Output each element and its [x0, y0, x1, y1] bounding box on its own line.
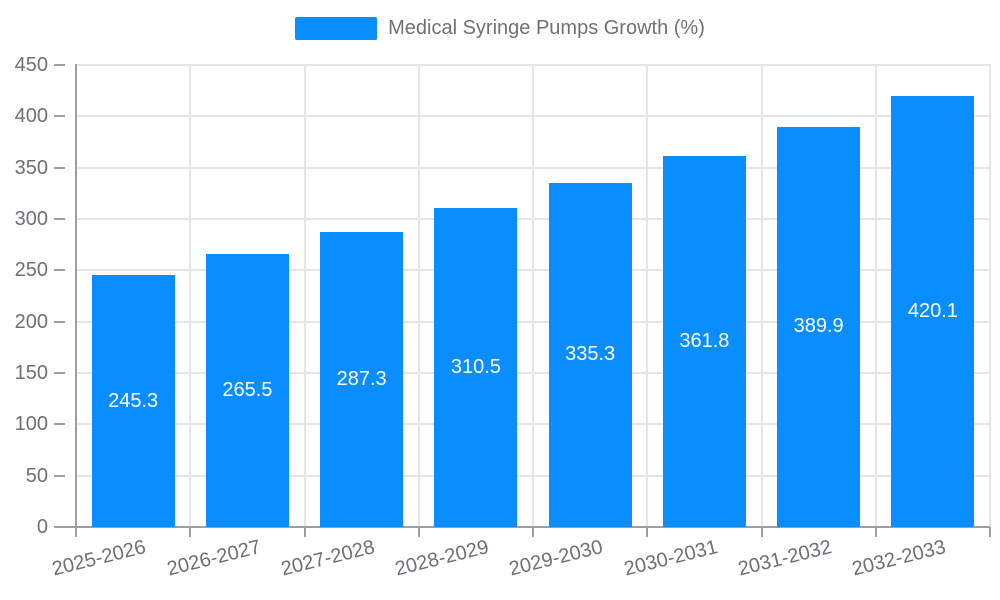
y-tick-label: 0	[36, 516, 48, 538]
x-axis-tick	[532, 527, 534, 537]
gridline-vertical	[189, 64, 192, 527]
y-axis-tick	[54, 166, 65, 169]
x-tick-label: 2031-2032	[735, 536, 834, 581]
x-axis-tick	[989, 527, 991, 537]
x-axis-tick	[646, 527, 649, 537]
bar-2025-2026[interactable]: 245.3	[91, 275, 175, 527]
x-axis-line	[54, 526, 990, 528]
bar-value-label: 335.3	[565, 343, 616, 366]
y-axis-tick	[54, 423, 65, 426]
y-axis-tick	[54, 218, 65, 220]
x-axis-tick	[417, 527, 420, 537]
x-axis-tick	[874, 527, 877, 537]
bar-2030-2031[interactable]: 361.8	[662, 155, 746, 527]
y-tick-label: 300	[14, 208, 48, 230]
legend[interactable]: Medical Syringe Pumps Growth (%)	[0, 17, 1000, 40]
y-axis-tick	[54, 320, 65, 323]
bar-2031-2032[interactable]: 389.9	[777, 126, 861, 527]
bar-value-label: 361.8	[679, 329, 730, 352]
x-tick-label: 2025-2026	[50, 536, 149, 581]
y-tick-label: 250	[14, 259, 48, 282]
bar-value-label: 265.5	[222, 379, 273, 402]
legend-swatch-icon	[295, 17, 378, 40]
x-tick-label: 2026-2027	[164, 536, 263, 581]
gridline-vertical	[874, 64, 877, 527]
bar-value-label: 389.9	[793, 315, 844, 338]
y-axis-tick	[54, 115, 65, 118]
x-tick-label: 2029-2030	[507, 536, 606, 581]
y-axis-line	[75, 64, 77, 537]
y-tick-label: 350	[14, 156, 48, 179]
y-axis-tick	[54, 64, 65, 66]
x-axis-tick	[189, 527, 192, 537]
gridline-vertical	[417, 64, 420, 527]
gridline-vertical	[989, 64, 991, 527]
legend-label: Medical Syringe Pumps Growth (%)	[388, 17, 705, 39]
bar-value-label: 420.1	[907, 299, 958, 322]
y-tick-label: 450	[14, 54, 48, 76]
x-tick-label: 2028-2029	[393, 536, 492, 581]
x-axis-tick	[303, 527, 306, 537]
y-tick-label: 100	[14, 413, 48, 436]
y-axis-tick	[54, 474, 65, 477]
bar-2026-2027[interactable]: 265.5	[205, 254, 289, 527]
bar-value-label: 310.5	[450, 356, 501, 379]
bar-2027-2028[interactable]: 287.3	[320, 232, 404, 527]
gridline-vertical	[646, 64, 649, 527]
bar-value-label: 245.3	[108, 389, 159, 412]
gridline-vertical	[303, 64, 306, 527]
y-tick-label: 50	[25, 464, 48, 487]
bar-value-label: 287.3	[336, 368, 387, 390]
y-tick-label: 200	[14, 310, 48, 333]
y-tick-label: 400	[14, 105, 48, 128]
bar-2028-2029[interactable]: 310.5	[434, 208, 518, 527]
gridline-vertical	[532, 64, 534, 527]
y-tick-label: 150	[14, 362, 48, 384]
x-tick-label: 2027-2028	[278, 536, 377, 581]
bar-2032-2033[interactable]: 420.1	[891, 95, 975, 527]
y-axis-tick	[54, 372, 65, 374]
x-axis-tick	[760, 527, 763, 537]
y-axis-tick	[54, 269, 65, 272]
x-tick-label: 2032-2033	[850, 536, 949, 581]
bar-2029-2030[interactable]: 335.3	[548, 182, 632, 527]
x-tick-label: 2030-2031	[621, 536, 720, 581]
gridline-vertical	[760, 64, 763, 527]
